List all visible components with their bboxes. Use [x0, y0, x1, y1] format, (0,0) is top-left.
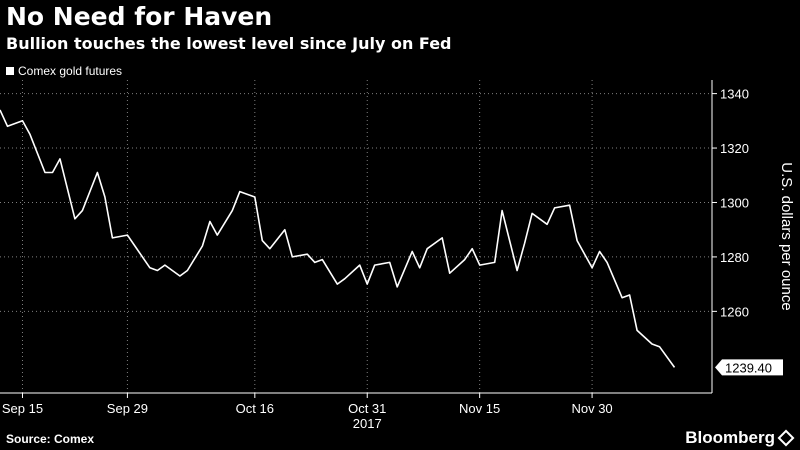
y-tick-label: 1340 [720, 87, 749, 102]
x-tick-label: Oct 31 [348, 401, 386, 416]
x-tick-label: Sep 15 [2, 401, 43, 416]
x-tick-label: Nov 30 [571, 401, 612, 416]
chart-subtitle: Bullion touches the lowest level since J… [6, 34, 452, 53]
last-value-callout [715, 359, 783, 376]
x-year-label: 2017 [353, 416, 382, 431]
y-tick-label: 1260 [720, 304, 749, 319]
series-line [0, 109, 676, 368]
brand-logo: Bloomberg [685, 428, 795, 448]
x-tick-label: Sep 29 [107, 401, 148, 416]
legend-label: Comex gold futures [18, 64, 123, 78]
chart-title: No Need for Haven [6, 2, 273, 31]
x-tick-label: Oct 16 [236, 401, 274, 416]
last-value-label: 1239.40 [725, 360, 772, 375]
legend: Comex gold futures [6, 64, 122, 78]
y-axis-title: U.S. dollars per ounce [778, 162, 795, 310]
y-tick-label: 1320 [720, 141, 749, 156]
source-note: Source: Comex [6, 432, 95, 446]
y-tick-label: 1300 [720, 195, 749, 210]
x-tick-label: Nov 15 [459, 401, 500, 416]
y-tick-label: 1280 [720, 250, 749, 265]
brand-mark-icon [777, 429, 795, 447]
legend-swatch [6, 67, 14, 75]
brand-name: Bloomberg [685, 428, 775, 447]
